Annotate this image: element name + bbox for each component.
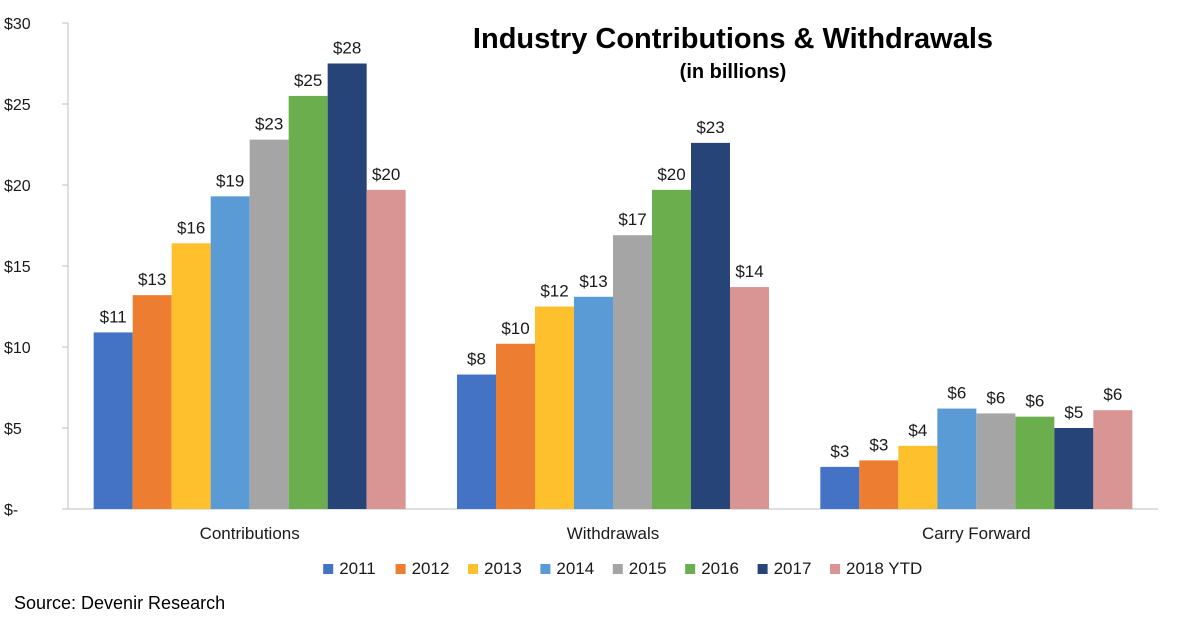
data-label: $14 xyxy=(735,262,763,281)
legend-swatch xyxy=(757,564,768,574)
source-note: Source: Devenir Research xyxy=(14,593,226,613)
legend-label: 2018 YTD xyxy=(846,559,922,578)
bar xyxy=(1093,410,1133,509)
chart-subtitle: (in billions) xyxy=(680,61,787,83)
bar xyxy=(898,445,938,509)
bar xyxy=(652,189,691,510)
bar xyxy=(249,139,289,509)
data-label: $13 xyxy=(579,272,607,291)
bar xyxy=(366,189,406,510)
bar xyxy=(730,287,769,509)
y-tick-label: $10 xyxy=(4,340,31,357)
bar xyxy=(496,343,535,509)
legend-label: 2016 xyxy=(701,559,739,578)
data-label: $10 xyxy=(501,319,529,338)
data-label: $16 xyxy=(177,218,205,237)
data-label: $12 xyxy=(540,282,568,301)
data-label: $23 xyxy=(255,115,283,134)
data-label: $3 xyxy=(830,442,849,461)
data-label: $20 xyxy=(372,165,400,184)
data-label: $5 xyxy=(1064,403,1083,422)
legend-swatch xyxy=(395,564,406,574)
data-label: $4 xyxy=(908,421,927,440)
bar xyxy=(132,295,172,509)
data-label: $19 xyxy=(216,171,244,190)
legend: 2011 2012 2013 2014 2015 2016 2017 2018 YTD xyxy=(323,559,922,578)
bar xyxy=(820,466,860,509)
bar xyxy=(457,374,496,509)
bar xyxy=(327,63,367,509)
bar xyxy=(691,142,730,509)
y-tick-label: $15 xyxy=(4,259,31,276)
y-tick-label: $5 xyxy=(4,421,22,438)
bar xyxy=(210,196,250,509)
data-label: $28 xyxy=(333,39,361,58)
bar xyxy=(171,243,211,509)
data-label: $25 xyxy=(294,71,322,90)
legend-label: 2014 xyxy=(556,559,594,578)
bar xyxy=(1054,428,1094,509)
y-tick-label: $25 xyxy=(4,97,31,114)
data-label: $17 xyxy=(618,210,646,229)
legend-swatch xyxy=(468,564,478,574)
data-label: $20 xyxy=(657,165,685,184)
data-label: $23 xyxy=(696,118,724,137)
category-label: Withdrawals xyxy=(567,524,660,543)
legend-label: 2012 xyxy=(412,559,450,578)
legend-swatch xyxy=(323,564,334,574)
data-label: $11 xyxy=(100,307,127,326)
data-label: $3 xyxy=(869,435,888,454)
data-label: $8 xyxy=(467,350,486,369)
bar xyxy=(859,460,899,509)
legend-swatch xyxy=(612,564,623,574)
data-label: $6 xyxy=(1025,392,1044,411)
bar xyxy=(976,413,1016,509)
bar xyxy=(535,306,574,509)
chart-title: Industry Contributions & Withdrawals xyxy=(473,23,993,55)
bar xyxy=(1015,416,1055,509)
data-label: $13 xyxy=(138,270,166,289)
legend-label: 2011 xyxy=(339,559,376,578)
data-label: $6 xyxy=(1103,385,1122,404)
legend-label: 2013 xyxy=(484,559,522,578)
legend-swatch xyxy=(830,564,840,574)
bars: $11 $13 $16 $19 $23 $25 $28 $20 $8 $10 $12 $13 $17 $2… xyxy=(93,39,1133,510)
y-tick-label: $- xyxy=(4,502,18,519)
legend-swatch xyxy=(685,564,696,574)
bar xyxy=(574,296,613,509)
legend-label: 2015 xyxy=(629,559,667,578)
bar xyxy=(613,235,652,509)
category-label: Carry Forward xyxy=(922,524,1031,543)
data-label: $6 xyxy=(947,384,966,403)
data-label: $6 xyxy=(986,388,1005,407)
y-tick-label: $30 xyxy=(4,16,31,33)
bar xyxy=(93,332,133,509)
bar xyxy=(937,408,977,509)
legend-swatch xyxy=(540,564,551,574)
legend-label: 2017 xyxy=(774,559,812,578)
bar xyxy=(288,95,328,510)
category-label: Contributions xyxy=(200,524,300,543)
y-tick-label: $20 xyxy=(4,178,31,195)
category-labels: Contributions Withdrawals Carry Forward xyxy=(200,524,1031,543)
